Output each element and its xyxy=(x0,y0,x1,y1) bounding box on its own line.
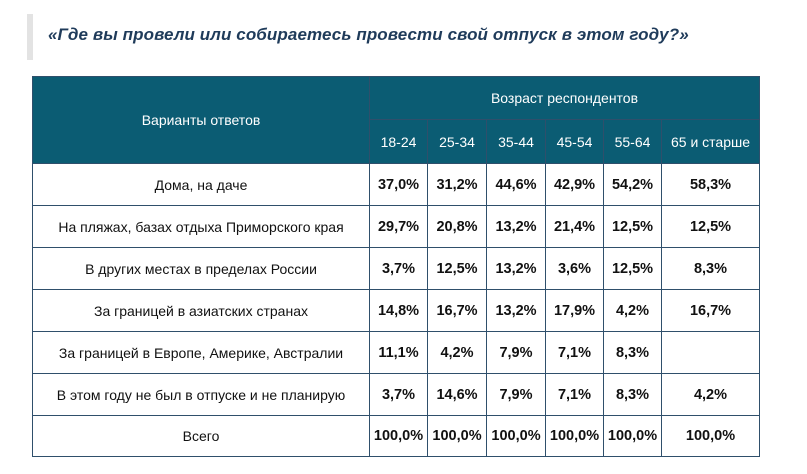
row-label: Всего xyxy=(32,415,370,457)
cell-value: 8,3% xyxy=(603,331,662,374)
cell-value: 7,1% xyxy=(545,331,604,374)
cell-value: 12,5% xyxy=(661,205,760,248)
header-row-ages: 18-24 25-34 35-44 45-54 55-64 65 и старш… xyxy=(33,119,760,164)
row-label: За границей в азиатских странах xyxy=(32,289,370,332)
cell-value: 3,6% xyxy=(545,247,604,290)
cell-value: 42,9% xyxy=(545,163,604,206)
cell-value: 54,2% xyxy=(603,163,662,206)
row-label: В других местах в пределах России xyxy=(32,247,370,290)
cell-value: 4,2% xyxy=(603,289,662,332)
cell-value: 20,8% xyxy=(427,205,487,248)
cell-value: 31,2% xyxy=(427,163,487,206)
cell-value: 4,2% xyxy=(427,331,487,374)
cell-value: 100,0% xyxy=(369,415,428,457)
cell-value: 3,7% xyxy=(369,373,428,416)
quote-bar xyxy=(27,14,33,60)
cell-value: 14,8% xyxy=(369,289,428,332)
cell-value: 100,0% xyxy=(427,415,487,457)
row-label: Дома, на даче xyxy=(32,163,370,206)
cell-value: 16,7% xyxy=(661,289,760,332)
cell-value: 7,1% xyxy=(545,373,604,416)
table-row: В этом году не был в отпуске и не планир… xyxy=(32,373,760,416)
table-row: На пляжах, базах отдыха Приморского края… xyxy=(32,205,760,248)
age-column-header: 65 и старше xyxy=(661,119,760,164)
age-group-header: Возраст респондентов xyxy=(369,76,760,120)
table-row: За границей в азиатских странах 14,8% 16… xyxy=(32,289,760,332)
age-column-header: 35-44 xyxy=(486,119,546,164)
cell-value: 44,6% xyxy=(486,163,546,206)
cell-value: 13,2% xyxy=(486,289,546,332)
cell-value: 8,3% xyxy=(661,247,760,290)
cell-value: 100,0% xyxy=(603,415,662,457)
cell-value: 12,5% xyxy=(603,205,662,248)
cell-value xyxy=(661,331,760,374)
cell-value: 100,0% xyxy=(661,415,760,457)
cell-value: 100,0% xyxy=(486,415,546,457)
age-column-header: 55-64 xyxy=(603,119,662,164)
row-label: За границей в Европе, Америке, Австралии xyxy=(32,331,370,374)
cell-value: 14,6% xyxy=(427,373,487,416)
age-column-header: 45-54 xyxy=(545,119,604,164)
cell-value: 58,3% xyxy=(661,163,760,206)
cell-value: 37,0% xyxy=(369,163,428,206)
age-column-header: 18-24 xyxy=(369,119,428,164)
total-row: Всего 100,0% 100,0% 100,0% 100,0% 100,0%… xyxy=(32,415,760,457)
answers-column-header: Варианты ответов xyxy=(32,76,370,164)
table-row: Дома, на даче 37,0% 31,2% 44,6% 42,9% 54… xyxy=(32,163,760,206)
survey-results-table: Варианты ответов Возраст респондентов 18… xyxy=(32,76,760,457)
header-row-top: Варианты ответов Возраст респондентов xyxy=(32,76,760,164)
table-row: В других местах в пределах России 3,7% 1… xyxy=(32,247,760,290)
table-row: За границей в Европе, Америке, Австралии… xyxy=(32,331,760,374)
age-column-header: 25-34 xyxy=(427,119,487,164)
cell-value: 12,5% xyxy=(603,247,662,290)
cell-value: 7,9% xyxy=(486,331,546,374)
cell-value: 8,3% xyxy=(603,373,662,416)
cell-value: 11,1% xyxy=(369,331,428,374)
row-label: В этом году не был в отпуске и не планир… xyxy=(32,373,370,416)
cell-value: 7,9% xyxy=(486,373,546,416)
cell-value: 17,9% xyxy=(545,289,604,332)
row-label: На пляжах, базах отдыха Приморского края xyxy=(32,205,370,248)
cell-value: 29,7% xyxy=(369,205,428,248)
cell-value: 12,5% xyxy=(427,247,487,290)
cell-value: 21,4% xyxy=(545,205,604,248)
survey-question-title: «Где вы провели или собираетесь провести… xyxy=(48,25,689,44)
cell-value: 3,7% xyxy=(369,247,428,290)
cell-value: 4,2% xyxy=(661,373,760,416)
cell-value: 16,7% xyxy=(427,289,487,332)
cell-value: 13,2% xyxy=(486,205,546,248)
cell-value: 13,2% xyxy=(486,247,546,290)
cell-value: 100,0% xyxy=(545,415,604,457)
